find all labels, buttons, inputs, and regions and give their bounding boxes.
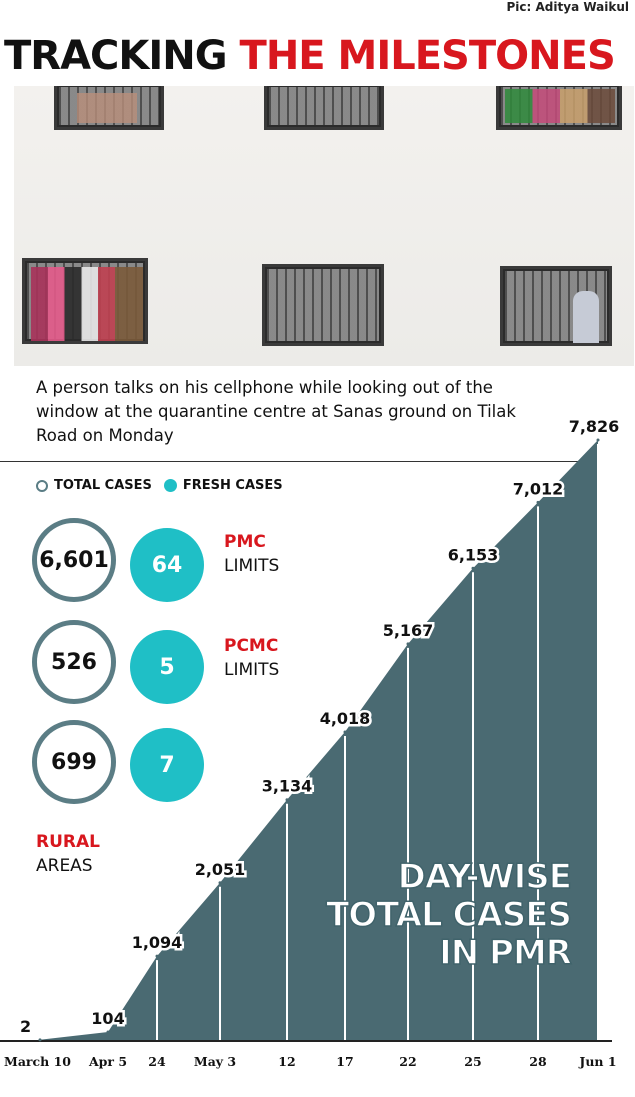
data-label: 5,167 bbox=[383, 621, 434, 640]
legend-total-label: TOTAL CASES bbox=[54, 478, 152, 493]
rural-label: RURAL AREAS bbox=[36, 830, 100, 878]
photo-caption: A person talks on his cellphone while lo… bbox=[36, 378, 516, 445]
section-divider bbox=[0, 461, 590, 462]
chart-title: DAY-WISE TOTAL CASES IN PMR bbox=[325, 857, 573, 973]
window-4 bbox=[22, 258, 148, 344]
chart-title-line-1: DAY-WISE bbox=[397, 857, 573, 897]
data-label: 7,012 bbox=[513, 479, 564, 498]
data-point bbox=[343, 730, 347, 734]
window-2 bbox=[264, 86, 384, 130]
photo-credit: Pic: Aditya Waikul bbox=[506, 0, 629, 14]
total-cases-ring-icon bbox=[36, 479, 48, 492]
x-tick-label: 24 bbox=[148, 1054, 166, 1069]
x-tick-label: 28 bbox=[529, 1054, 547, 1069]
headline: TRACKING THE MILESTONES bbox=[4, 26, 616, 86]
x-tick-label: 25 bbox=[464, 1054, 481, 1069]
fresh-cases-dot-icon bbox=[163, 479, 177, 492]
chart-title-line-3: IN PMR bbox=[438, 933, 572, 973]
window-5 bbox=[262, 264, 384, 346]
data-label: 3,134 bbox=[262, 777, 313, 796]
pcmc-total-circle: 526 bbox=[32, 620, 116, 704]
quarantine-centre-photo bbox=[14, 86, 634, 366]
data-point bbox=[596, 438, 600, 442]
pmc-fresh-circle: 64 bbox=[130, 528, 204, 602]
data-label: 7,826 bbox=[569, 417, 620, 436]
x-tick-label: 17 bbox=[336, 1054, 353, 1069]
pcmc-sub: LIMITS bbox=[224, 660, 280, 680]
data-label: 1,094 bbox=[132, 933, 183, 952]
rural-fresh-circle: 7 bbox=[130, 728, 204, 802]
pmc-label: PMC LIMITS bbox=[224, 530, 279, 578]
data-point bbox=[536, 500, 540, 504]
window-6 bbox=[500, 266, 612, 346]
x-tick-label: 22 bbox=[399, 1054, 416, 1069]
pmc-sub: LIMITS bbox=[224, 556, 280, 576]
x-tick-label: Apr 5 bbox=[88, 1054, 127, 1069]
data-point bbox=[218, 881, 222, 885]
headline-part2: THE MILESTONES bbox=[239, 33, 616, 79]
x-tick-label: May 3 bbox=[194, 1054, 236, 1069]
data-label: 2 bbox=[20, 1017, 31, 1036]
legend-fresh-label: FRESH CASES bbox=[182, 478, 283, 493]
rural-sub: AREAS bbox=[36, 856, 93, 876]
data-label: 4,018 bbox=[320, 709, 371, 728]
window-1 bbox=[54, 86, 164, 130]
pcmc-fresh-circle: 5 bbox=[130, 630, 204, 704]
x-tick-label: Jun 1 bbox=[578, 1054, 616, 1069]
data-label: 104 bbox=[91, 1009, 124, 1028]
pcmc-name: PCMC bbox=[224, 636, 279, 656]
x-tick-label: 12 bbox=[278, 1054, 295, 1069]
pmc-name: PMC bbox=[224, 532, 266, 552]
rural-name: RURAL bbox=[36, 832, 100, 852]
rural-total-circle: 699 bbox=[32, 720, 116, 804]
headline-part1: TRACKING bbox=[4, 33, 228, 79]
chart-title-line-2: TOTAL CASES bbox=[325, 895, 572, 935]
pcmc-label: PCMC LIMITS bbox=[224, 634, 279, 682]
pmc-total-circle: 6,601 bbox=[32, 518, 116, 602]
data-label: 2,051 bbox=[195, 860, 246, 879]
data-point bbox=[285, 798, 289, 802]
data-point bbox=[155, 954, 159, 958]
area-series bbox=[40, 440, 598, 1040]
data-point bbox=[38, 1038, 42, 1042]
x-tick-label: March 10 bbox=[4, 1054, 71, 1069]
data-point bbox=[406, 642, 410, 646]
window-3 bbox=[496, 86, 622, 130]
data-point bbox=[471, 566, 475, 570]
data-point bbox=[106, 1030, 110, 1034]
data-label: 6,153 bbox=[448, 545, 499, 564]
legend: TOTAL CASES FRESH CASES bbox=[36, 478, 283, 493]
